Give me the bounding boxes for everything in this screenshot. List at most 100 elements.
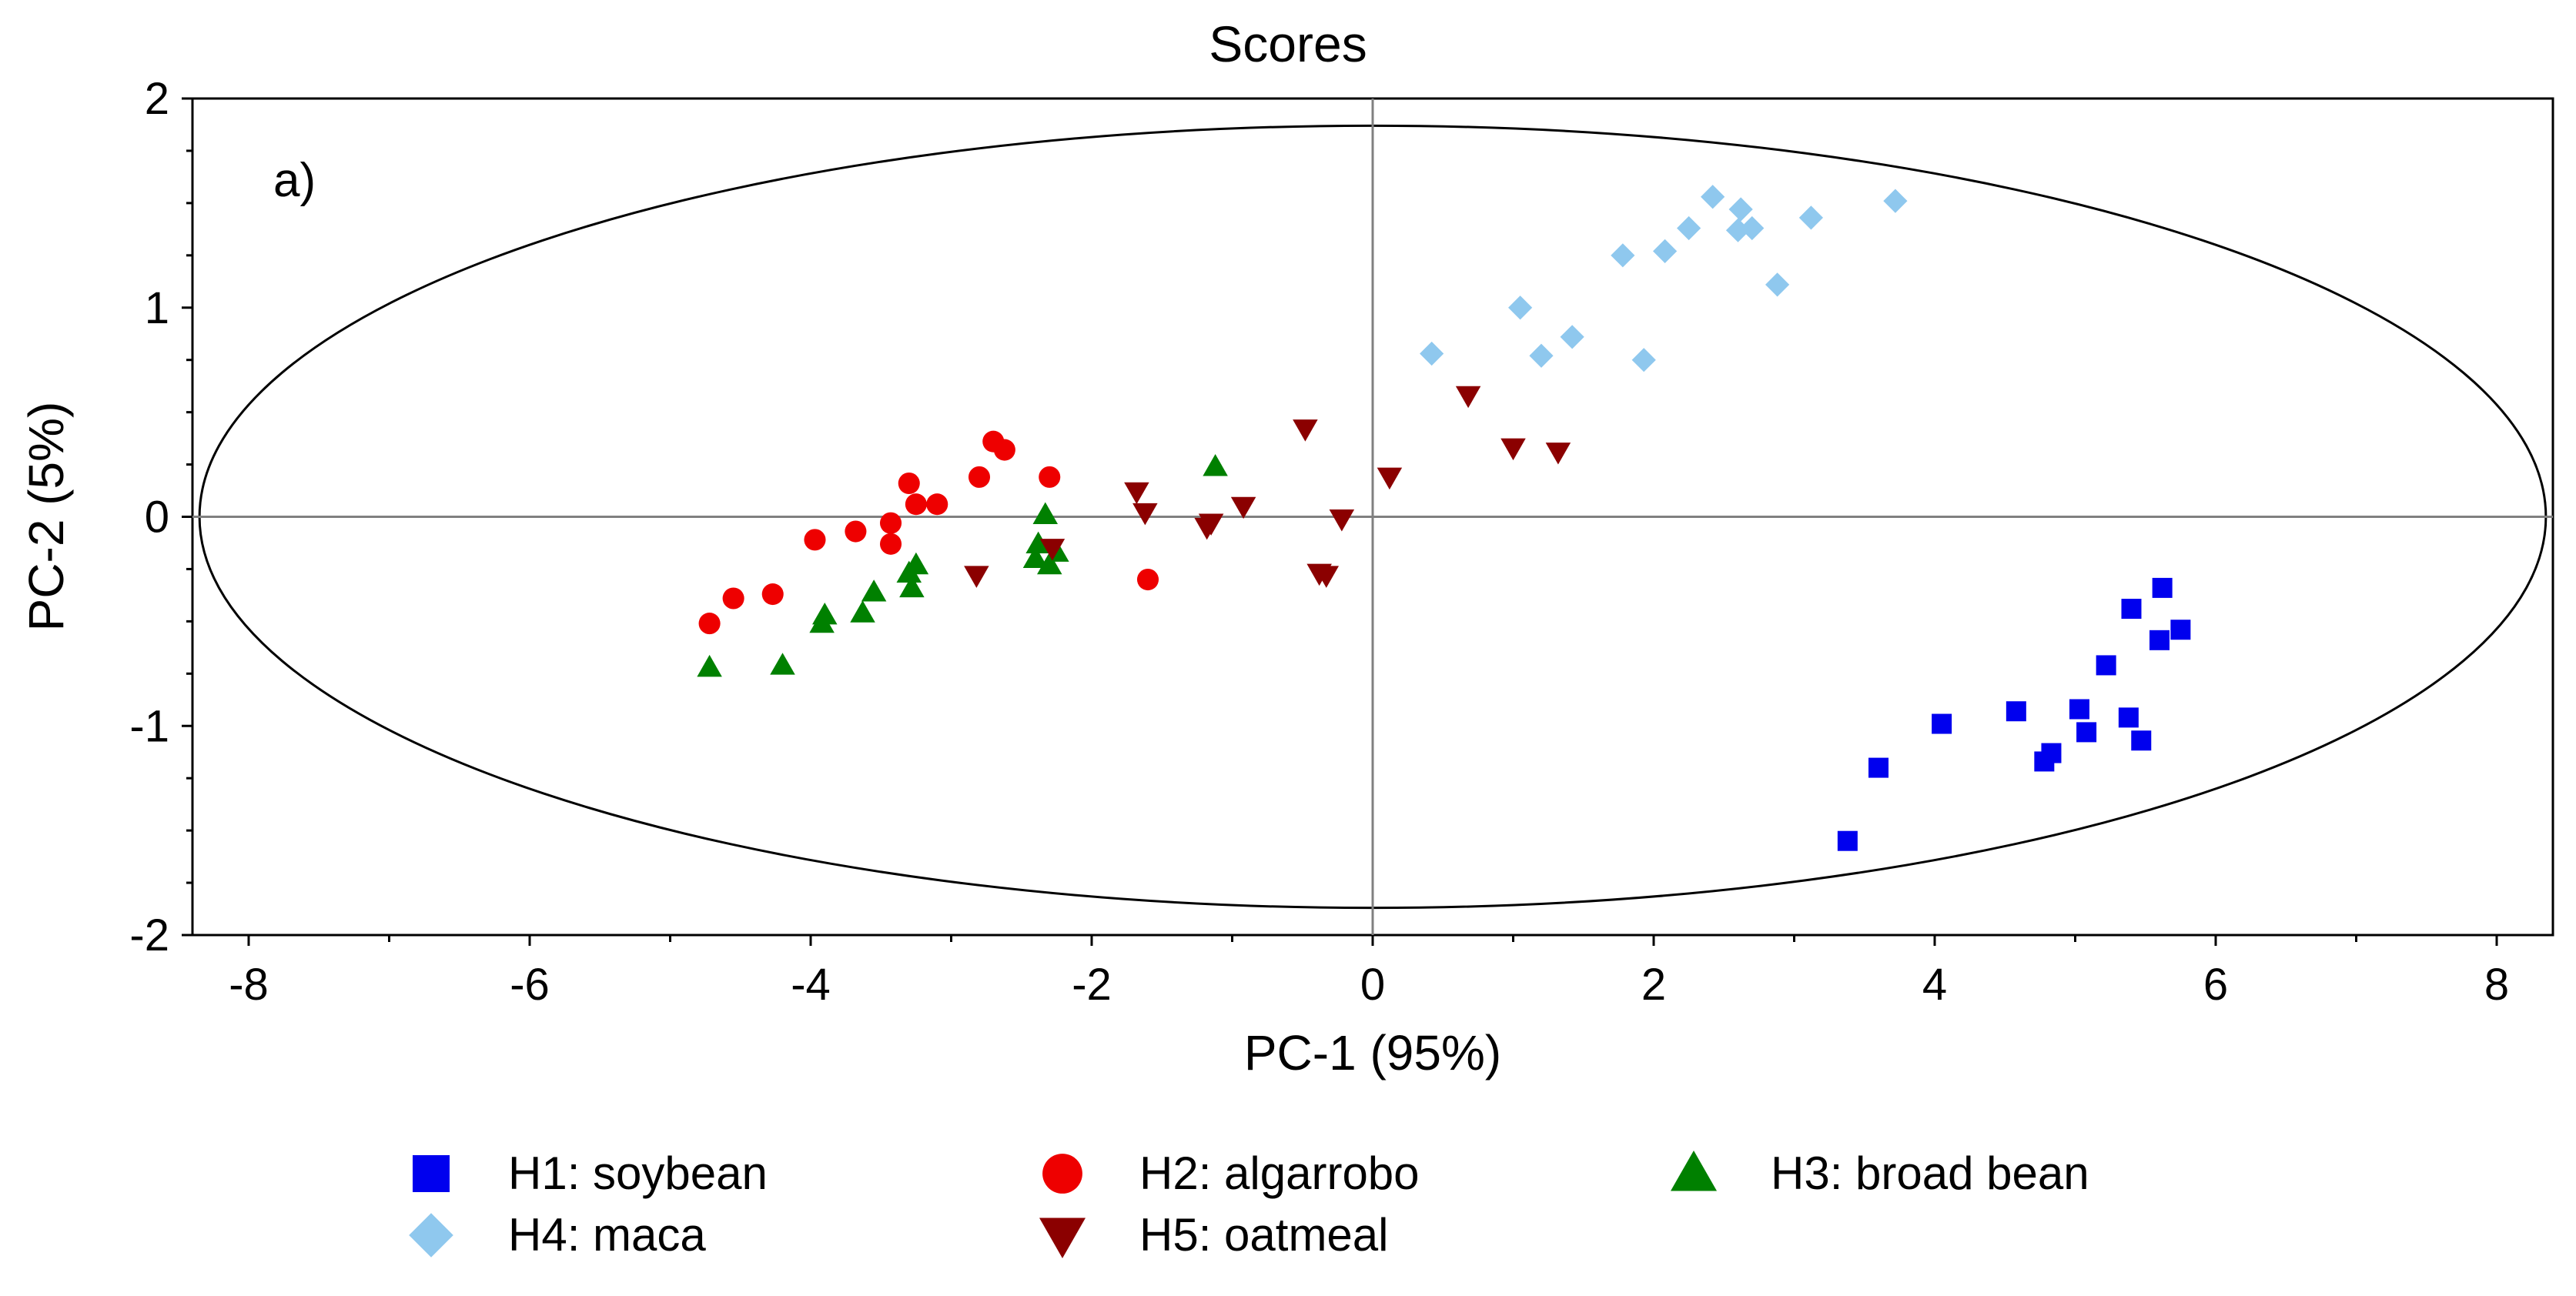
series-square [1837, 577, 2191, 851]
data-point [1203, 454, 1228, 476]
data-point [1611, 243, 1635, 268]
legend-label: H2: algarrobo [1139, 1147, 1420, 1199]
x-tick-label: -2 [1072, 960, 1112, 1010]
legend-item: H1: soybean [413, 1147, 768, 1199]
data-point [1039, 539, 1066, 561]
data-point [1037, 552, 1062, 575]
data-point [1329, 509, 1355, 532]
data-point [1377, 467, 1403, 490]
data-point [964, 566, 989, 588]
chart-title: Scores [1209, 15, 1367, 72]
y-tick-label: -1 [129, 701, 169, 751]
data-point [1022, 546, 1049, 569]
data-point [1136, 568, 1159, 591]
data-point [1132, 503, 1158, 526]
data-point [899, 575, 925, 598]
data-point [850, 600, 875, 623]
data-point [898, 472, 920, 495]
data-point [1883, 189, 1908, 213]
data-point [926, 493, 948, 516]
data-point [1765, 272, 1790, 297]
data-point [1560, 325, 1584, 349]
data-point [722, 587, 744, 610]
data-point [770, 653, 795, 675]
data-point [2096, 655, 2116, 676]
data-point [1837, 830, 1858, 851]
data-point [1455, 386, 1481, 409]
data-point [905, 493, 927, 516]
data-point [845, 520, 867, 543]
data-point [1677, 215, 1701, 241]
legend-marker-circle [1042, 1154, 1082, 1194]
data-points [697, 185, 2191, 851]
data-point [861, 580, 887, 602]
data-point [1508, 296, 1533, 320]
legend-label: H1: soybean [508, 1147, 768, 1199]
data-point [1032, 502, 1059, 524]
data-point [1420, 341, 1444, 366]
x-tick-label: 8 [2484, 960, 2509, 1010]
data-point [2041, 743, 2062, 763]
x-tick-label: 2 [1641, 960, 1666, 1010]
data-point [1868, 757, 1889, 778]
legend-marker-triangle-down [1039, 1218, 1086, 1258]
panel-label: a) [273, 154, 316, 207]
data-point [1025, 531, 1051, 554]
data-point [1701, 185, 1725, 209]
data-point [1728, 197, 1753, 222]
x-tick-label: -8 [229, 960, 269, 1010]
x-tick-label: 4 [1922, 960, 1947, 1010]
data-point [2131, 730, 2152, 751]
y-tick-label: -2 [129, 910, 169, 960]
data-point [804, 529, 826, 551]
data-point [1932, 713, 1952, 734]
legend-label: H4: maca [508, 1209, 706, 1261]
x-tick-label: 0 [1360, 960, 1385, 1010]
y-tick-label: 0 [145, 493, 169, 543]
series-triangle-down [964, 386, 1571, 588]
data-point [698, 613, 721, 635]
y-tick-label: 2 [145, 74, 169, 124]
y-axis-ticks: -2 -1 0 1 2 [129, 74, 192, 960]
data-point [2170, 620, 2191, 640]
x-tick-label: -4 [791, 960, 831, 1010]
data-point [993, 439, 1015, 461]
legend-item: H2: algarrobo [1042, 1147, 1420, 1199]
legend-marker-diamond [409, 1213, 453, 1258]
legend-label: H5: oatmeal [1139, 1209, 1389, 1261]
data-point [1798, 205, 1823, 230]
x-axis-label: PC-1 (95%) [1244, 1025, 1501, 1081]
data-point [1500, 438, 1526, 461]
data-point [1653, 239, 1678, 263]
data-point [2076, 722, 2097, 743]
legend-item: H3: broad bean [1671, 1147, 2089, 1199]
legend: H1: soybean H2: algarrobo H3: broad bean H4… [409, 1147, 2089, 1261]
series-triangle-up [697, 454, 1228, 677]
series-circle [698, 430, 1159, 635]
legend-marker-square [413, 1155, 450, 1192]
data-point [2006, 701, 2026, 722]
x-tick-label: -6 [510, 960, 550, 1010]
data-point [2069, 699, 2089, 720]
data-point [1313, 566, 1340, 588]
data-point [1039, 466, 1061, 488]
legend-item: H4: maca [409, 1209, 706, 1261]
data-point [968, 466, 991, 488]
data-point [879, 533, 902, 555]
y-tick-label: 1 [145, 283, 169, 333]
legend-marker-triangle-up [1671, 1151, 1717, 1191]
data-point [2149, 630, 2170, 650]
data-point [697, 654, 722, 677]
data-point [812, 602, 838, 625]
data-point [903, 552, 929, 575]
data-point [1529, 343, 1554, 368]
data-point [2118, 707, 2139, 728]
data-point [1198, 513, 1224, 536]
plot-area: -8 -6 -4 -2 0 2 4 6 8 -2 -1 0 1 2 a) [129, 74, 2554, 1010]
x-axis-ticks: -8 -6 -4 -2 0 2 4 6 8 [229, 935, 2509, 1010]
data-point [1740, 215, 1765, 241]
data-point [1725, 218, 1751, 242]
data-point [2121, 599, 2142, 620]
x-tick-label: 6 [2203, 960, 2228, 1010]
